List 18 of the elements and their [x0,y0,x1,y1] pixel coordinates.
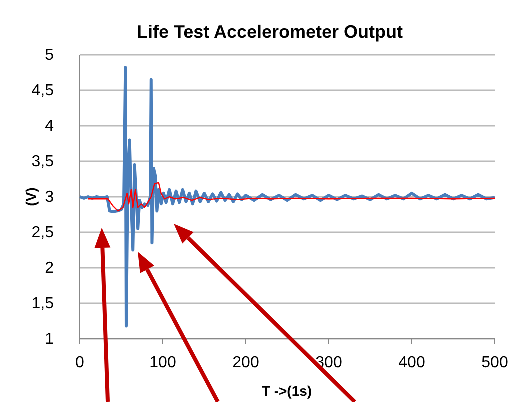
y-tick-label: 4,5 [32,82,54,100]
y-tick-label: 5 [45,47,54,64]
y-tick-label: 3 [45,189,54,206]
x-tick-label: 100 [150,354,176,372]
line-series [88,182,496,212]
x-axis-title: T ->(1s) [262,383,312,399]
y-tick-label: 4 [45,118,54,136]
x-tick-label: 0 [76,354,85,372]
x-tick-label: 500 [482,354,508,372]
chart-title: Life Test Accelerometer Output [136,22,404,42]
x-tick-label: 400 [398,354,426,372]
y-tick-label: 1 [45,331,54,348]
y-axis-title: (V) [23,188,39,206]
x-tick-label: 200 [232,354,260,372]
y-tick-label: 3,5 [32,154,54,171]
y-tick-label: 2,5 [32,224,54,242]
y-tick-label: 2 [45,260,54,278]
y-tick-label: 1,5 [32,296,54,313]
